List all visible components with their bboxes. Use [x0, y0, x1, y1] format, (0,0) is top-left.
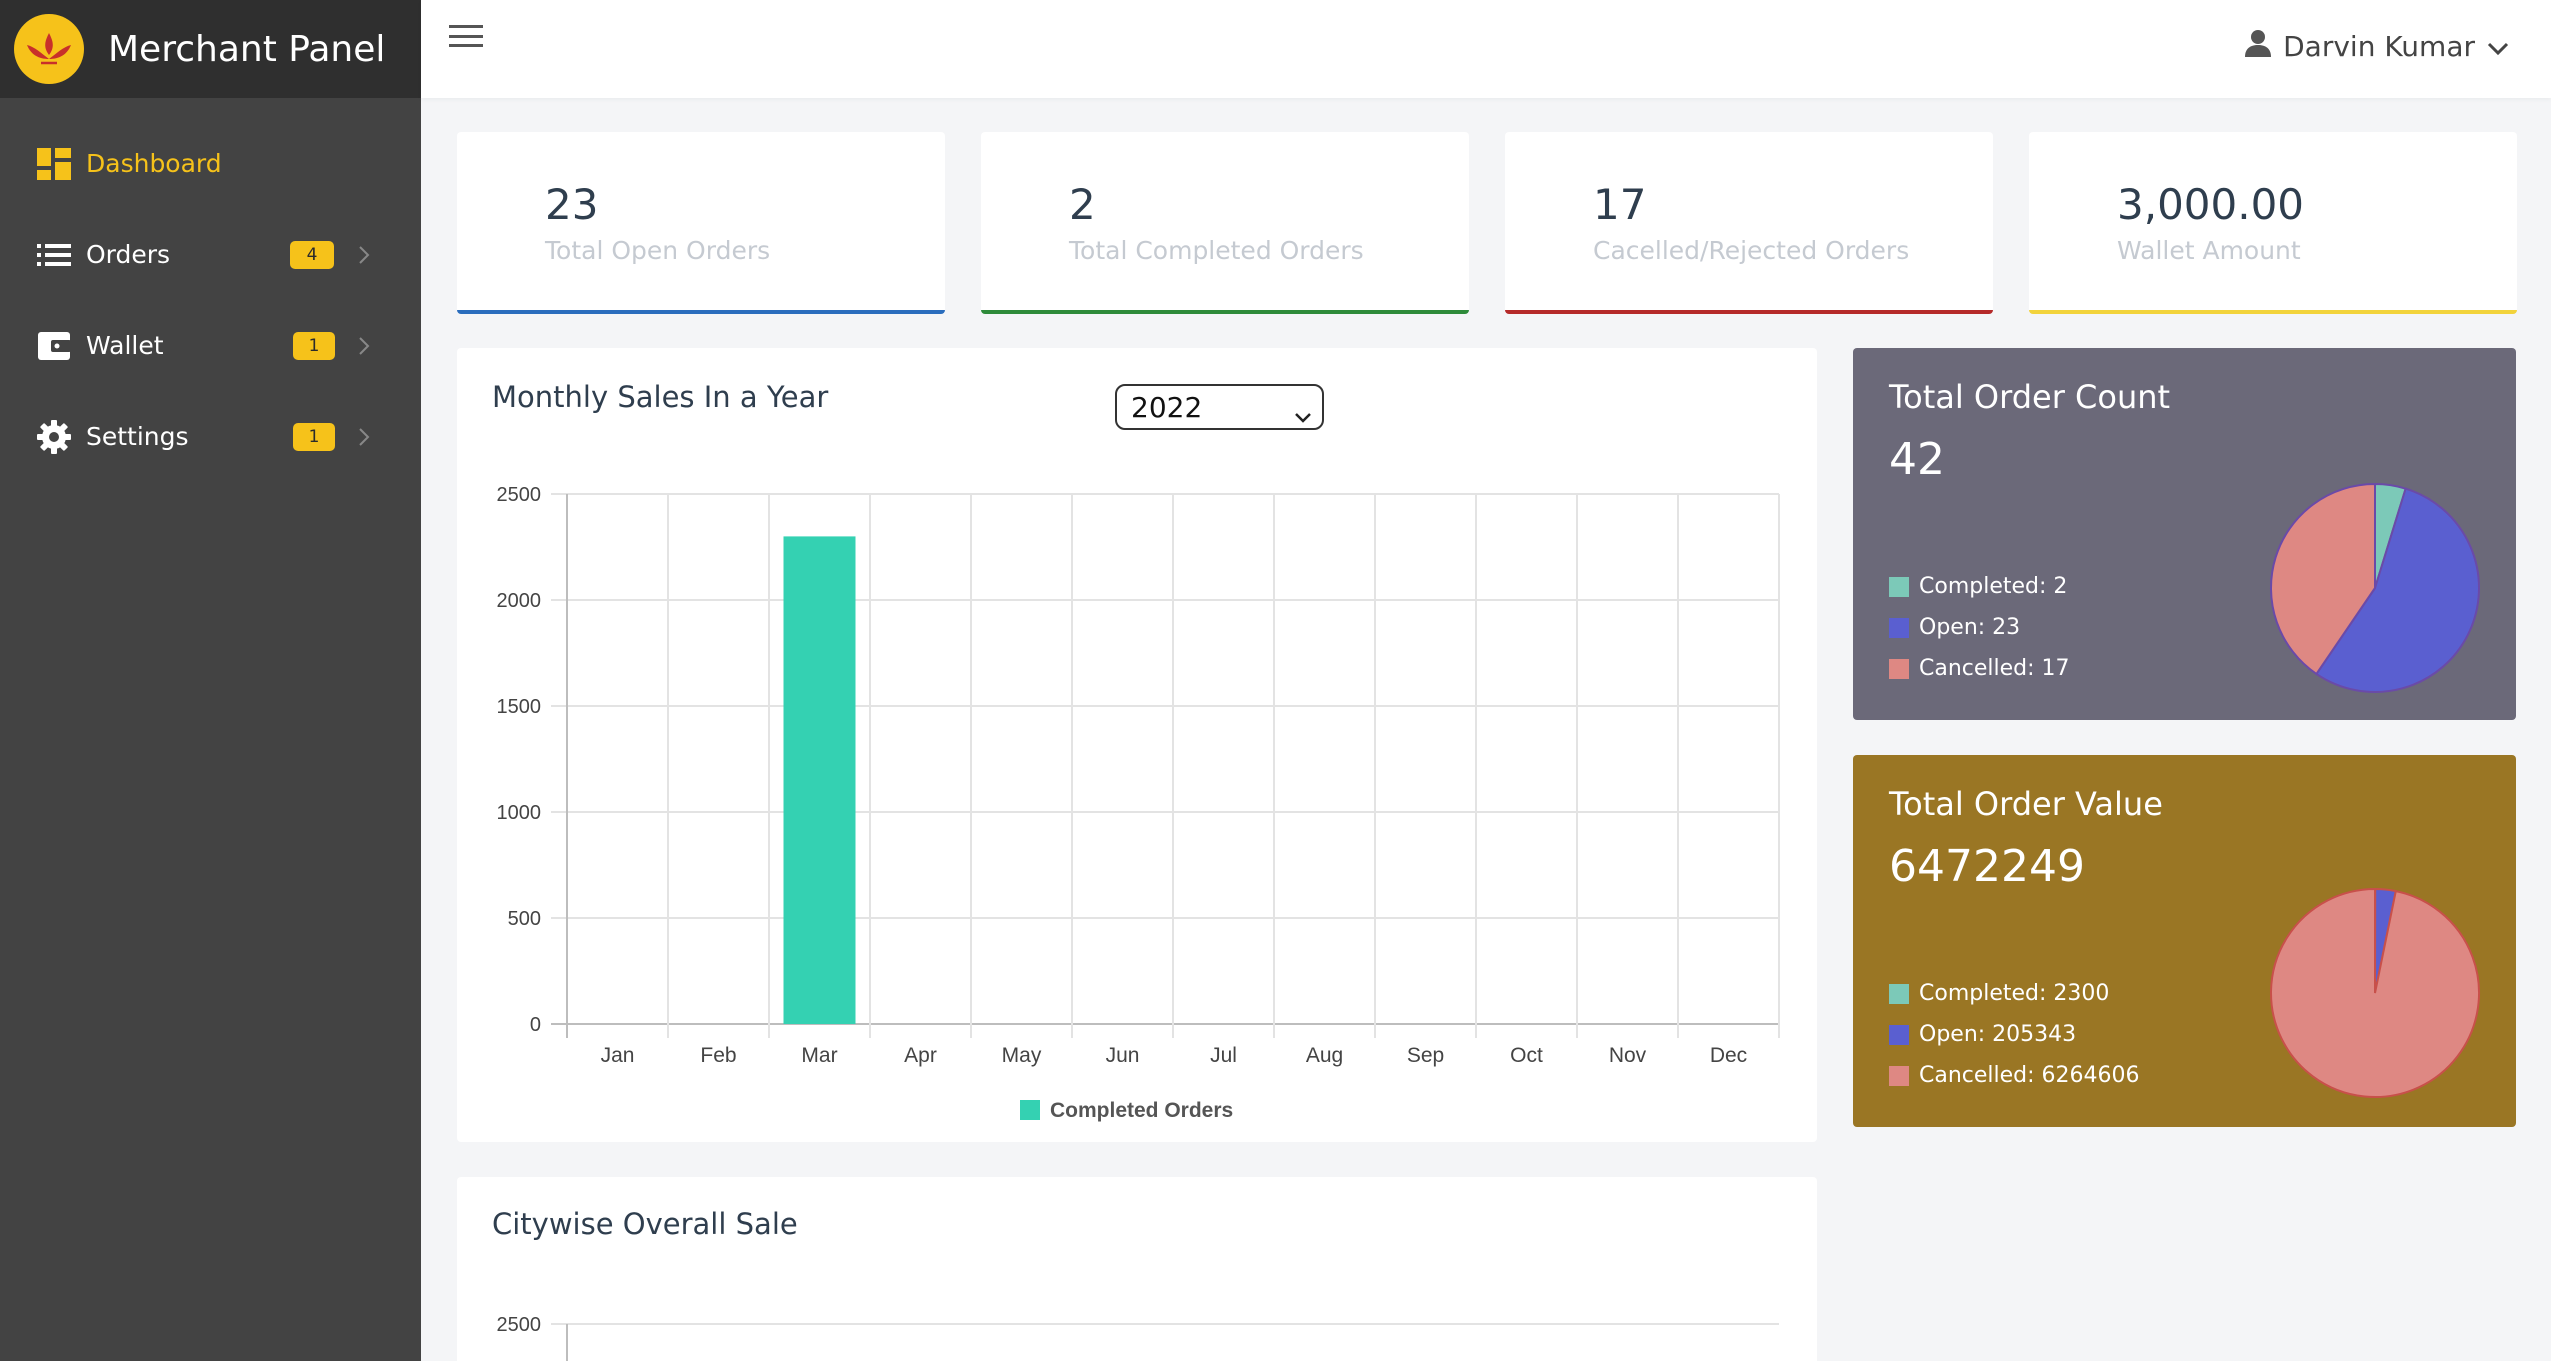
stat-value: 23 [545, 180, 599, 229]
legend-item-completed: Completed: 2300 [1889, 973, 2140, 1014]
monthly-sales-card: Monthly Sales In a Year 0 500 1000 1500 2000… [457, 348, 1817, 1142]
x-tick-label: Mar [801, 1044, 837, 1067]
chevron-right-icon [352, 243, 376, 267]
order-count-pie-chart [2270, 482, 2480, 693]
stat-label: Wallet Amount [2117, 236, 2301, 265]
x-tick-label: Nov [1609, 1044, 1647, 1067]
topbar: Darvin Kumar [421, 0, 2551, 98]
year-select[interactable]: 2022 [1115, 384, 1324, 430]
brand-logo[interactable] [14, 14, 84, 84]
stat-value: 2 [1069, 180, 1096, 229]
order-value-legend: Completed: 2300 Open: 205343 Cancelled: … [1889, 973, 2140, 1096]
wallet-count-badge: 1 [293, 331, 335, 360]
order-value-value: 6472249 [1889, 841, 2085, 892]
x-tick-label: Aug [1306, 1044, 1343, 1067]
stat-value: 3,000.00 [2117, 180, 2305, 229]
y-tick-label: 500 [508, 908, 541, 930]
chevron-down-icon [1294, 398, 1312, 431]
y-tick-label: 0 [530, 1014, 541, 1036]
sidebar-item-dashboard[interactable]: Dashboard [0, 118, 421, 209]
settings-count-badge: 1 [293, 422, 335, 451]
stat-label: Total Open Orders [545, 236, 771, 265]
y-tick-label: 1000 [497, 802, 542, 824]
total-order-count-card: Total Order Count 42 Completed: 2 Open: … [1853, 348, 2516, 720]
sidebar-item-label: Dashboard [86, 149, 222, 178]
x-tick-label: Sep [1407, 1044, 1444, 1067]
pie-slice-open [2315, 487, 2480, 693]
y-tick-label: 1500 [497, 696, 542, 718]
x-tick-label: Feb [700, 1044, 736, 1067]
citywise-sales-card: Citywise Overall Sale 2500 [457, 1177, 1817, 1361]
hamburger-menu-icon[interactable] [447, 22, 485, 50]
y-tick-label: 2000 [497, 590, 542, 612]
stat-card-completed-orders: 2 Total Completed Orders [981, 132, 1469, 314]
chevron-right-icon [352, 334, 376, 358]
stat-card-cancelled-orders: 17 Cacelled/Rejected Orders [1505, 132, 1993, 314]
legend-label: Completed Orders [1050, 1099, 1233, 1122]
brand-header: Merchant Panel [0, 0, 421, 98]
legend-swatch [1020, 1100, 1040, 1120]
y-tick-label: 2500 [497, 1314, 542, 1336]
total-order-value-card: Total Order Value 6472249 Completed: 230… [1853, 755, 2516, 1127]
legend-item-open: Open: 23 [1889, 607, 2070, 648]
sidebar-item-label: Orders [86, 240, 171, 269]
chevron-right-icon [352, 425, 376, 449]
legend-item-open: Open: 205343 [1889, 1014, 2140, 1055]
x-tick-label: Dec [1710, 1044, 1747, 1067]
order-count-value: 42 [1889, 434, 1945, 485]
x-tick-label: Jan [601, 1044, 635, 1067]
sidebar-nav: Dashboard Orders 4 Wallet 1 [0, 118, 421, 482]
pie-slice-cancelled [2270, 482, 2376, 676]
dashboard-icon [36, 146, 72, 182]
bar-mar [783, 536, 856, 1024]
orders-count-badge: 4 [290, 240, 334, 269]
order-value-title: Total Order Value [1889, 785, 2163, 823]
monthly-sales-chart: 0 500 1000 1500 2000 2500 Jan Feb Mar Apr May Jun Ju… [497, 484, 1780, 1122]
user-icon [2243, 28, 2273, 65]
gear-icon [36, 419, 72, 455]
x-tick-label: Jun [1106, 1044, 1140, 1067]
sidebar-item-orders[interactable]: Orders 4 [0, 209, 421, 300]
stat-label: Total Completed Orders [1069, 236, 1364, 265]
brand-title: Merchant Panel [108, 28, 386, 70]
stat-label: Cacelled/Rejected Orders [1593, 236, 1910, 265]
legend-item-cancelled: Cancelled: 6264606 [1889, 1055, 2140, 1096]
year-select-value: 2022 [1131, 390, 1203, 424]
stat-card-open-orders: 23 Total Open Orders [457, 132, 945, 314]
sidebar: Merchant Panel Dashboard Orders 4 Wallet… [0, 0, 421, 1361]
order-value-pie-chart [2270, 887, 2480, 1098]
x-tick-label: Apr [904, 1044, 937, 1067]
x-tick-label: Jul [1210, 1044, 1237, 1067]
order-count-title: Total Order Count [1889, 378, 2171, 416]
order-count-legend: Completed: 2 Open: 23 Cancelled: 17 [1889, 566, 2070, 689]
sidebar-item-label: Settings [86, 422, 189, 451]
citywise-sales-chart: 2500 [497, 1314, 1779, 1361]
user-menu[interactable]: Darvin Kumar [2243, 28, 2509, 65]
monthly-sales-title: Monthly Sales In a Year [492, 380, 829, 414]
wallet-icon [36, 328, 72, 364]
legend-item-cancelled: Cancelled: 17 [1889, 648, 2070, 689]
stat-card-wallet-amount: 3,000.00 Wallet Amount [2029, 132, 2517, 314]
pie-slice-cancelled [2270, 887, 2480, 1098]
stat-value: 17 [1593, 180, 1647, 229]
sidebar-item-label: Wallet [86, 331, 164, 360]
list-icon [36, 237, 72, 273]
sidebar-item-settings[interactable]: Settings 1 [0, 391, 421, 482]
x-tick-label: Oct [1510, 1044, 1543, 1067]
sidebar-item-wallet[interactable]: Wallet 1 [0, 300, 421, 391]
citywise-sales-title: Citywise Overall Sale [492, 1207, 798, 1241]
y-tick-label: 2500 [497, 484, 542, 506]
chevron-down-icon [2487, 30, 2509, 63]
legend-item-completed: Completed: 2 [1889, 566, 2070, 607]
user-name: Darvin Kumar [2283, 30, 2475, 63]
x-tick-label: May [1002, 1044, 1042, 1067]
